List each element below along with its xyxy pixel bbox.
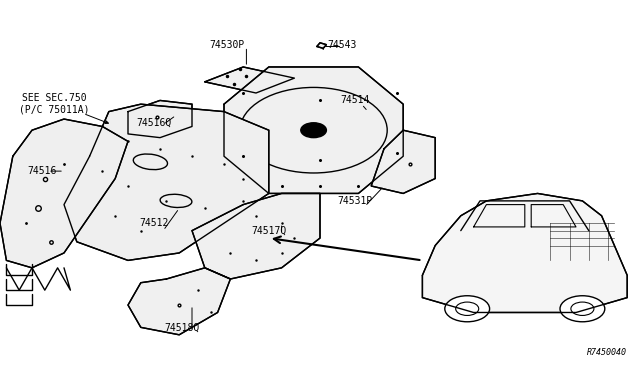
Text: 74530P: 74530P [209, 40, 245, 49]
Polygon shape [128, 100, 192, 138]
Text: 74518Q: 74518Q [164, 323, 200, 332]
Text: 74517Q: 74517Q [251, 226, 287, 235]
Circle shape [560, 296, 605, 322]
Polygon shape [371, 130, 435, 193]
Text: 74531P: 74531P [337, 196, 373, 206]
Circle shape [445, 296, 490, 322]
Polygon shape [192, 193, 320, 279]
Text: 74516Q: 74516Q [136, 118, 172, 128]
Text: 74514: 74514 [340, 96, 370, 105]
Text: 74516: 74516 [27, 166, 56, 176]
Polygon shape [64, 104, 269, 260]
Circle shape [301, 123, 326, 138]
Polygon shape [422, 193, 627, 312]
Polygon shape [205, 67, 294, 93]
Polygon shape [0, 119, 128, 268]
Polygon shape [128, 268, 230, 335]
Polygon shape [224, 67, 403, 193]
Text: SEE SEC.750
(P/C 75011A): SEE SEC.750 (P/C 75011A) [19, 93, 90, 115]
Polygon shape [317, 43, 326, 48]
Text: R7450040: R7450040 [588, 348, 627, 357]
Text: 74543: 74543 [328, 40, 357, 49]
Text: 74512: 74512 [139, 218, 168, 228]
